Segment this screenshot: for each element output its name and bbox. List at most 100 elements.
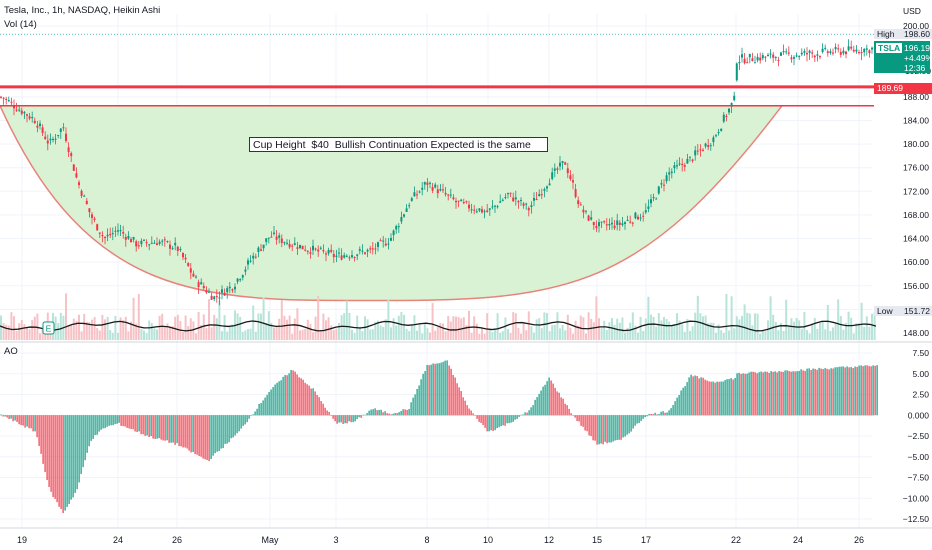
ao-bar [182, 415, 184, 448]
volume-bar [543, 312, 546, 340]
volume-bar [23, 324, 26, 340]
candle-body [275, 236, 278, 240]
ao-bar [520, 414, 522, 416]
candle-body [821, 48, 824, 53]
volume-bar [556, 312, 559, 340]
candle-body [530, 205, 533, 208]
candle-body [689, 156, 691, 158]
candle-body [46, 140, 49, 144]
volume-bar [546, 312, 548, 340]
candle-body [670, 171, 673, 173]
ao-bar [236, 415, 238, 434]
cup-pattern [0, 104, 784, 302]
ao-bar [788, 371, 790, 416]
time-tick-label: 8 [424, 535, 429, 545]
ao-bar [386, 413, 388, 416]
volume-bar [338, 322, 340, 340]
volume-bar [231, 324, 234, 340]
ao-bar [764, 371, 766, 416]
ao-bar [580, 415, 582, 426]
volume-bar [478, 333, 481, 340]
ao-bar [136, 415, 138, 433]
ao-bar [202, 415, 204, 459]
volume-bar [452, 316, 455, 340]
volume-bar [507, 329, 509, 340]
candle-body [382, 240, 385, 242]
ao-bar [744, 373, 746, 416]
candle-body [319, 247, 322, 249]
ao-bar [746, 373, 748, 416]
volume-bar [756, 313, 759, 340]
candle-body [356, 254, 359, 256]
candle-body [756, 56, 759, 61]
ao-bar [694, 375, 696, 416]
volume-bar [665, 319, 668, 340]
volume-bar [416, 330, 418, 340]
ao-bar [494, 415, 496, 431]
candle-body [369, 248, 372, 250]
ao-bar [58, 415, 60, 507]
ao-bar [734, 377, 736, 416]
ao-bar [556, 391, 558, 416]
candle-body [5, 98, 8, 100]
volume-bar [449, 321, 452, 340]
ao-bar [872, 365, 874, 416]
volume-bar [834, 322, 837, 340]
ao-bar [184, 415, 186, 448]
ao-legend[interactable]: AO [4, 346, 18, 357]
candle-body [600, 221, 603, 223]
ao-bar [316, 394, 318, 416]
candle-body [579, 204, 582, 206]
ao-bar [188, 415, 190, 451]
ao-bar [62, 415, 64, 514]
earnings-marker[interactable]: E [42, 321, 55, 335]
ao-bar [606, 415, 608, 444]
ao-bar [672, 405, 674, 416]
candle-body [215, 296, 218, 298]
candle-body [551, 172, 554, 179]
time-axis[interactable]: 19 24 26 May 3 8 10 12 15 17 22 24 26 [0, 527, 932, 545]
ao-bar [302, 379, 304, 416]
volume-bar [109, 329, 112, 340]
ao-bar [642, 415, 644, 419]
ao-bar [180, 415, 182, 447]
candle-body [826, 51, 829, 54]
candle-body [325, 253, 327, 255]
volume-bar [408, 331, 411, 340]
candle-body [460, 199, 463, 202]
cup-annotation[interactable]: Cup Height $40 Bullish Continuation Expe… [249, 137, 548, 152]
ao-bar [264, 397, 266, 416]
candle-body [553, 168, 556, 171]
symbol-legend[interactable]: Tesla, Inc., 1h, NASDAQ, Heikin Ashi [4, 5, 161, 16]
candle-body [449, 194, 452, 196]
currency-label[interactable]: USD [903, 6, 921, 16]
volume-bar [494, 329, 496, 340]
ao-bar [470, 410, 472, 416]
volume-bar [663, 317, 665, 340]
ao-bar [742, 373, 744, 416]
candle-body [332, 254, 335, 258]
ao-bar [158, 415, 160, 439]
ao-bar [838, 366, 840, 416]
volume-bar [247, 329, 249, 340]
ao-bar [420, 379, 422, 416]
candle-body [871, 47, 873, 50]
volume-bar [83, 313, 86, 340]
ao-bar [260, 403, 262, 416]
ao-bar [752, 371, 754, 416]
candle-body [754, 62, 756, 64]
volume-bar [850, 317, 853, 340]
ao-axis[interactable]: 7.50 5.00 2.50 0.000 −2.50 −5.00 −7.50 −10.00 −1… [903, 348, 930, 524]
ao-bar [876, 365, 878, 416]
ao-bar [630, 415, 632, 432]
candle-body [254, 256, 257, 258]
ao-bar [628, 415, 630, 434]
volume-legend[interactable]: Vol (14) [4, 19, 37, 30]
ao-bar [310, 388, 312, 416]
candle-body [153, 242, 156, 244]
candle-body [208, 291, 210, 293]
volume-bar [761, 329, 764, 340]
candle-body [364, 252, 366, 254]
candle-body [577, 200, 580, 205]
